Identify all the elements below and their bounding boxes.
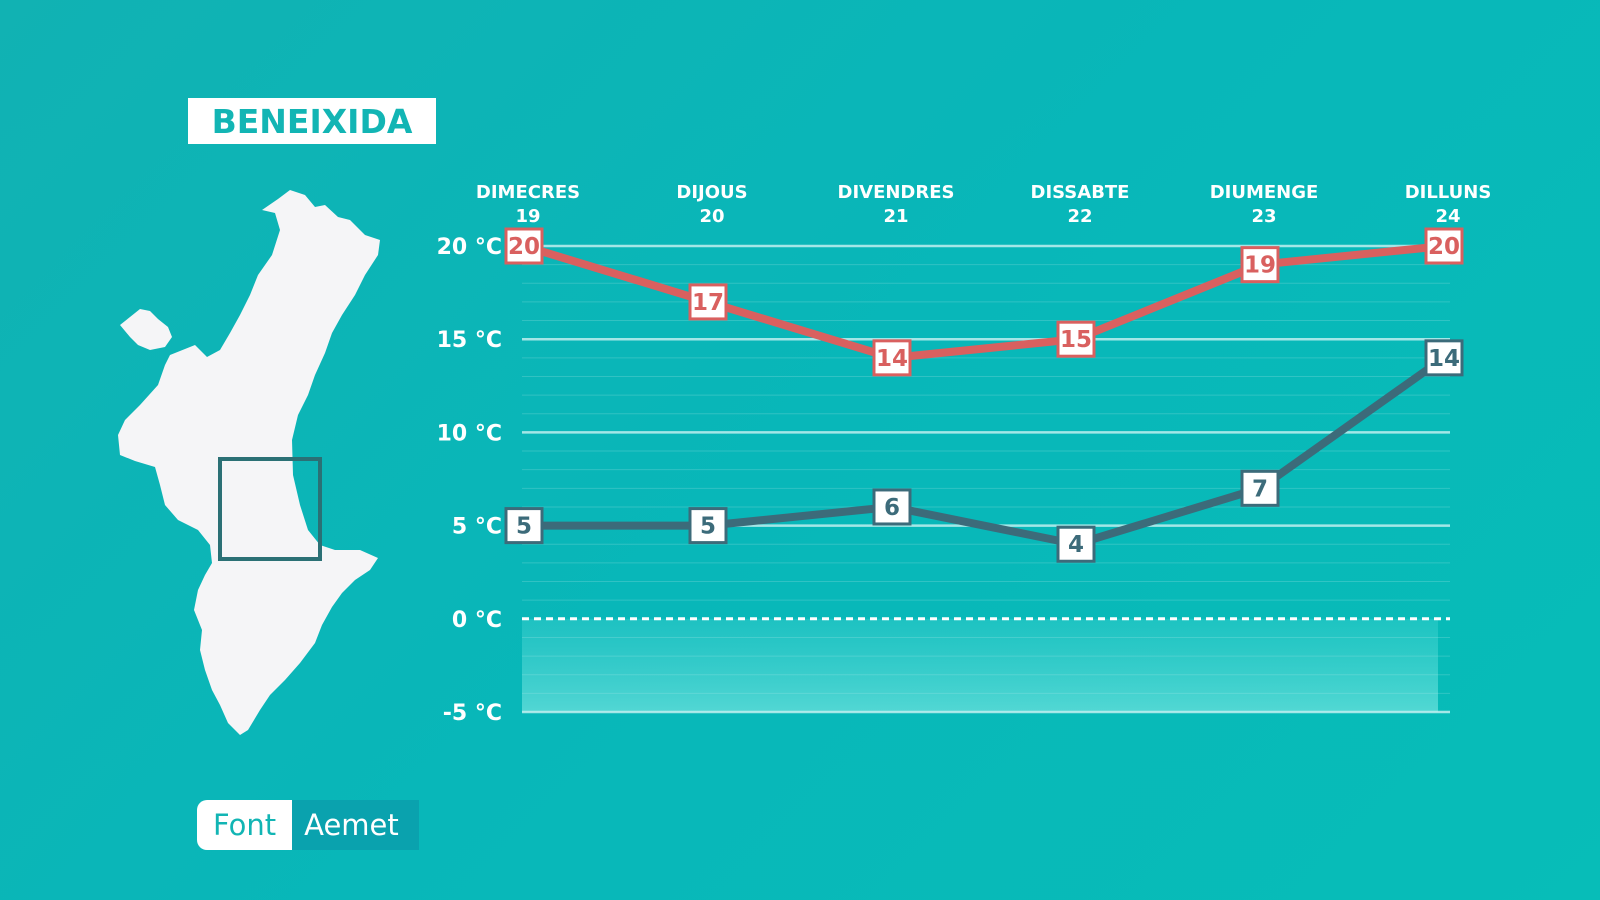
valencian-community-map-icon — [118, 190, 380, 735]
y-tick-label: -5 °C — [443, 701, 502, 726]
max-temp-value-label: 17 — [692, 290, 724, 316]
max-temp-point — [1240, 246, 1280, 284]
max-temp-value-label: 19 — [1244, 253, 1276, 279]
max-temp-point — [688, 283, 728, 321]
source-label: Font — [197, 800, 293, 850]
source-value: Aemet — [292, 800, 419, 850]
x-day-number: 21 — [883, 206, 908, 227]
grid-lines — [522, 244, 1450, 714]
min-temp-value-label: 4 — [1068, 532, 1084, 558]
max-temp-line — [520, 242, 1448, 362]
x-day-label: DILLUNS — [1405, 182, 1492, 203]
min-temp-value-label: 6 — [884, 495, 900, 521]
min-temperature-series: 5 5 6 4 7 14 — [504, 339, 1464, 563]
y-tick-label: 5 °C — [452, 515, 502, 540]
location-title: BENEIXIDA — [211, 101, 413, 141]
min-temp-point — [504, 507, 544, 545]
min-temp-point — [688, 507, 728, 545]
max-temperature-series: 20 17 14 15 19 20 — [504, 227, 1464, 377]
x-day-label: DISSABTE — [1031, 182, 1130, 203]
location-title-box: BENEIXIDA — [188, 98, 436, 144]
y-tick-label: 20 °C — [437, 235, 502, 260]
max-temp-value-label: 15 — [1060, 327, 1092, 353]
x-day-number: 22 — [1067, 206, 1092, 227]
min-temp-value-label: 14 — [1428, 346, 1460, 372]
min-temp-value-label: 5 — [700, 514, 716, 540]
min-temp-line — [520, 353, 1448, 549]
x-day-number: 24 — [1435, 206, 1460, 227]
max-temp-value-label: 20 — [508, 234, 540, 260]
min-temp-point — [1424, 339, 1464, 377]
x-day-label: DIMECRES — [476, 182, 580, 203]
below-zero-band — [522, 618, 1438, 712]
min-temp-point — [1056, 525, 1096, 563]
min-temp-value-label: 7 — [1252, 476, 1268, 502]
source-badge: Font Aemet — [197, 800, 419, 850]
x-day-label: DIJOUS — [676, 182, 747, 203]
min-temp-value-label: 5 — [516, 514, 532, 540]
x-day-label: DIVENDRES — [838, 182, 955, 203]
max-temp-value-label: 14 — [876, 346, 908, 372]
x-day-number: 19 — [515, 206, 540, 227]
x-axis-day-labels: DIMECRES 19 DIJOUS 20 DIVENDRES 21 DISSABTE 22 D… — [476, 182, 1491, 227]
x-day-number: 20 — [699, 206, 724, 227]
x-day-label: DIUMENGE — [1210, 182, 1319, 203]
max-temp-value-label: 20 — [1428, 234, 1460, 260]
y-tick-label: 15 °C — [437, 328, 502, 353]
y-axis: 20 °C 15 °C 10 °C 5 °C 0 °C -5 °C — [437, 235, 502, 726]
min-temp-point — [1240, 469, 1280, 507]
max-temp-point — [1424, 227, 1464, 265]
x-day-number: 23 — [1251, 206, 1276, 227]
max-temp-point — [1056, 320, 1096, 358]
max-temp-point — [872, 339, 912, 377]
min-temp-point — [872, 488, 912, 526]
y-tick-label: 0 °C — [452, 608, 502, 633]
max-temp-point — [504, 227, 544, 265]
y-tick-label: 10 °C — [437, 421, 502, 446]
zoom-region-box — [218, 457, 322, 561]
